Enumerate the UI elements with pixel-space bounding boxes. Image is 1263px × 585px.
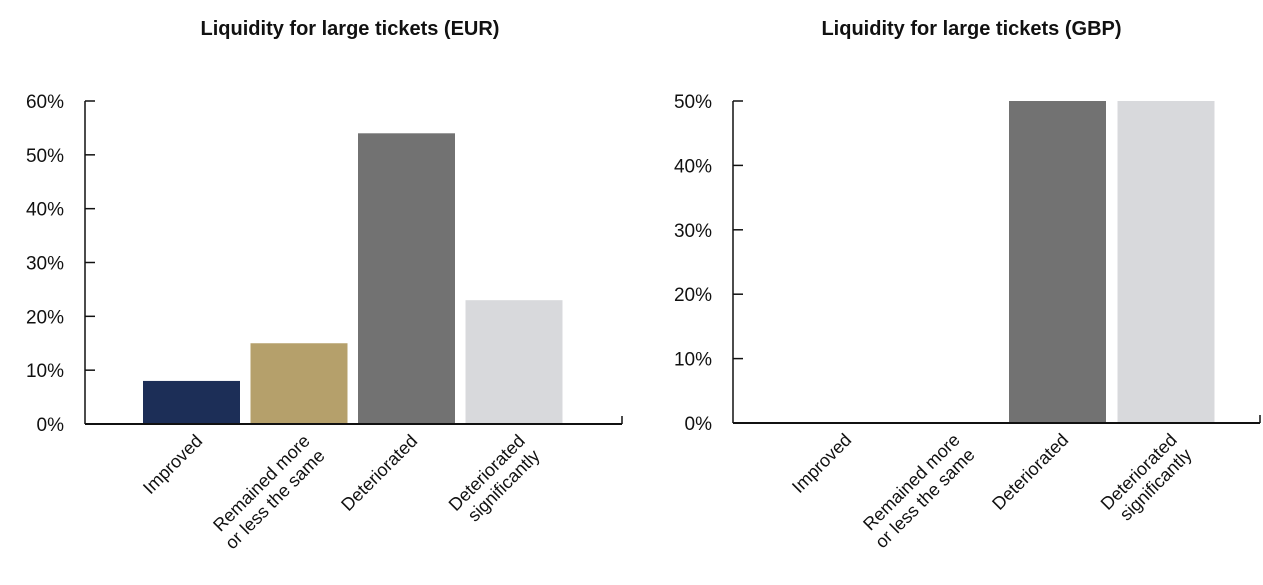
- gbp-bar-chart: 0% 10% 20% 30% 40% 50% Improved Remained moreor…: [674, 92, 1261, 552]
- y-tick-label: 20%: [674, 285, 712, 306]
- gbp-chart-panel: Liquidity for large tickets (GBP) 0% 10% 2…: [640, 0, 1263, 585]
- y-tick-label: 30%: [26, 254, 64, 275]
- bar: [250, 343, 348, 424]
- x-category-label: Improved: [139, 431, 206, 498]
- y-tick-label: 10%: [26, 361, 64, 382]
- chart-title: Liquidity for large tickets (GBP): [821, 18, 1122, 40]
- y-tick-label: 50%: [674, 92, 712, 113]
- eur-bar-chart: 0% 10% 20% 30% 40% 50% 60% Improved Remained mor…: [26, 92, 623, 553]
- bar: [358, 133, 455, 425]
- bar: [465, 300, 563, 424]
- bar: [1009, 101, 1106, 423]
- y-tick-label: 0%: [685, 414, 713, 435]
- y-tick-label: 50%: [26, 146, 64, 167]
- y-tick-label: 40%: [26, 200, 64, 221]
- x-category-label: Deterioratedsignificantly: [445, 431, 544, 530]
- chart-title: Liquidity for large tickets (EUR): [200, 18, 500, 40]
- bar: [143, 380, 240, 424]
- y-tick-label: 20%: [26, 307, 64, 328]
- y-tick-label: 0%: [37, 415, 65, 436]
- y-tick-label: 60%: [26, 92, 64, 113]
- y-tick-label: 40%: [674, 156, 712, 177]
- eur-chart-panel: Liquidity for large tickets (EUR) 0% 10% 2…: [26, 18, 623, 553]
- x-category-label: Remained moreor less the same: [856, 430, 978, 552]
- y-tick-label: 30%: [674, 221, 712, 242]
- bar: [1117, 101, 1215, 423]
- x-category-label: Deteriorated: [337, 431, 421, 515]
- x-category-label: Improved: [788, 430, 855, 497]
- y-tick-label: 10%: [674, 350, 712, 371]
- x-category-label: Deterioratedsignificantly: [1097, 430, 1196, 529]
- x-category-label: Deteriorated: [988, 430, 1072, 514]
- x-category-label: Remained moreor less the same: [206, 431, 328, 553]
